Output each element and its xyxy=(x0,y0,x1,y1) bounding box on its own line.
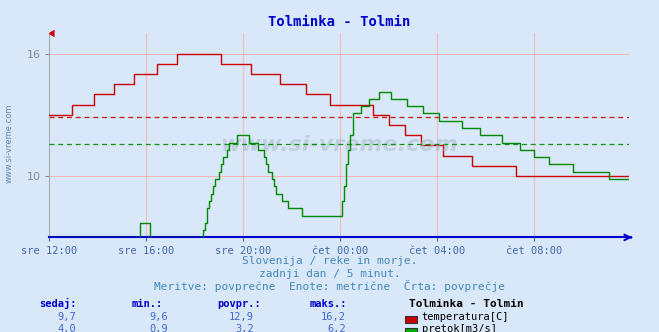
Text: min.:: min.: xyxy=(132,299,163,309)
Title: Tolminka - Tolmin: Tolminka - Tolmin xyxy=(268,15,411,29)
Text: 9,7: 9,7 xyxy=(57,312,76,322)
Text: 12,9: 12,9 xyxy=(229,312,254,322)
Text: 16,2: 16,2 xyxy=(321,312,346,322)
Text: www.si-vreme.com: www.si-vreme.com xyxy=(5,103,14,183)
Text: 6,2: 6,2 xyxy=(328,324,346,332)
Text: 9,6: 9,6 xyxy=(150,312,168,322)
Text: pretok[m3/s]: pretok[m3/s] xyxy=(422,324,497,332)
Text: 3,2: 3,2 xyxy=(235,324,254,332)
Text: maks.:: maks.: xyxy=(310,299,347,309)
Text: Slovenija / reke in morje.: Slovenija / reke in morje. xyxy=(242,256,417,266)
Text: 0,9: 0,9 xyxy=(150,324,168,332)
Text: sedaj:: sedaj: xyxy=(40,298,77,309)
Text: 4,0: 4,0 xyxy=(57,324,76,332)
Text: www.si-vreme.com: www.si-vreme.com xyxy=(221,135,458,155)
Text: povpr.:: povpr.: xyxy=(217,299,261,309)
Text: temperatura[C]: temperatura[C] xyxy=(422,312,509,322)
Text: zadnji dan / 5 minut.: zadnji dan / 5 minut. xyxy=(258,269,401,279)
Text: Tolminka - Tolmin: Tolminka - Tolmin xyxy=(409,299,523,309)
Text: Meritve: povprečne  Enote: metrične  Črta: povprečje: Meritve: povprečne Enote: metrične Črta:… xyxy=(154,281,505,292)
